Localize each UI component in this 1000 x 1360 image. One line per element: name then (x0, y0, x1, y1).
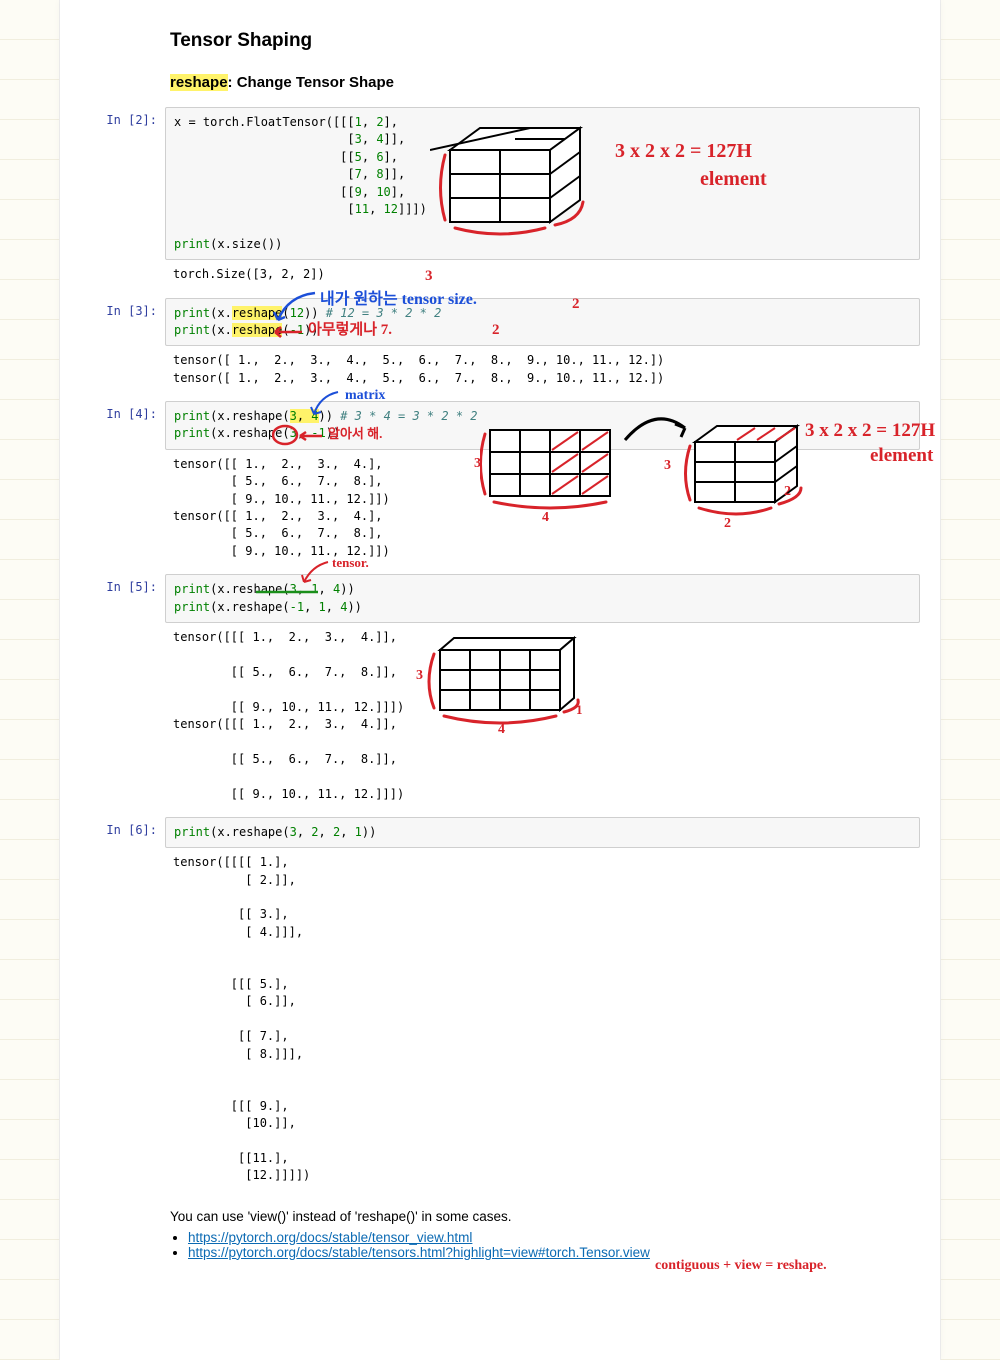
prompt-in-5: In [5]: (80, 574, 165, 813)
cell-6: In [6]: print(x.reshape(3, 2, 2, 1)) ten… (80, 817, 920, 1195)
code-input-4[interactable]: print(x.reshape(3, 4)) # 3 * 4 = 3 * 2 *… (165, 401, 920, 450)
notebook-page: Tensor Shaping reshape: Change Tensor Sh… (60, 0, 940, 1360)
section-heading: reshape: Change Tensor Shape (170, 74, 920, 91)
hand-note-8: contiguous + view = reshape. (655, 1258, 827, 1274)
output-6: tensor([[[[ 1.], [ 2.]], [[ 3.], [ 4.]]]… (165, 848, 920, 1194)
code-input-3[interactable]: print(x.reshape(12)) # 12 = 3 * 2 * 2 pr… (165, 298, 920, 347)
code-input-6[interactable]: print(x.reshape(3, 2, 2, 1)) (165, 817, 920, 848)
output-4: tensor([[ 1., 2., 3., 4.], [ 5., 6., 7.,… (165, 450, 920, 570)
link-tensor-view[interactable]: https://pytorch.org/docs/stable/tensor_v… (188, 1230, 472, 1245)
markdown-note: You can use 'view()' instead of 'reshape… (170, 1209, 920, 1260)
output-2: torch.Size([3, 2, 2]) (165, 260, 920, 293)
prompt-in-6: In [6]: (80, 817, 165, 1195)
output-5: tensor([[[ 1., 2., 3., 4.]], [[ 5., 6., … (165, 623, 920, 813)
cell-3: In [3]: print(x.reshape(12)) # 12 = 3 * … (80, 298, 920, 398)
code-input-5[interactable]: print(x.reshape(3, 1, 4)) print(x.reshap… (165, 574, 920, 623)
link-tensor-docs[interactable]: https://pytorch.org/docs/stable/tensors.… (188, 1245, 650, 1260)
prompt-in-3: In [3]: (80, 298, 165, 398)
code-input-2[interactable]: x = torch.FloatTensor([[[1, 2], [3, 4]],… (165, 107, 920, 260)
prompt-in-4: In [4]: (80, 401, 165, 570)
cell-4: In [4]: print(x.reshape(3, 4)) # 3 * 4 =… (80, 401, 920, 570)
prompt-in-2: In [2]: (80, 107, 165, 294)
page-title: Tensor Shaping (170, 30, 920, 52)
output-3: tensor([ 1., 2., 3., 4., 5., 6., 7., 8.,… (165, 346, 920, 397)
cell-5: In [5]: print(x.reshape(3, 1, 4)) print(… (80, 574, 920, 813)
highlight-reshape: reshape (170, 74, 228, 91)
cell-2: In [2]: x = torch.FloatTensor([[[1, 2], … (80, 107, 920, 294)
